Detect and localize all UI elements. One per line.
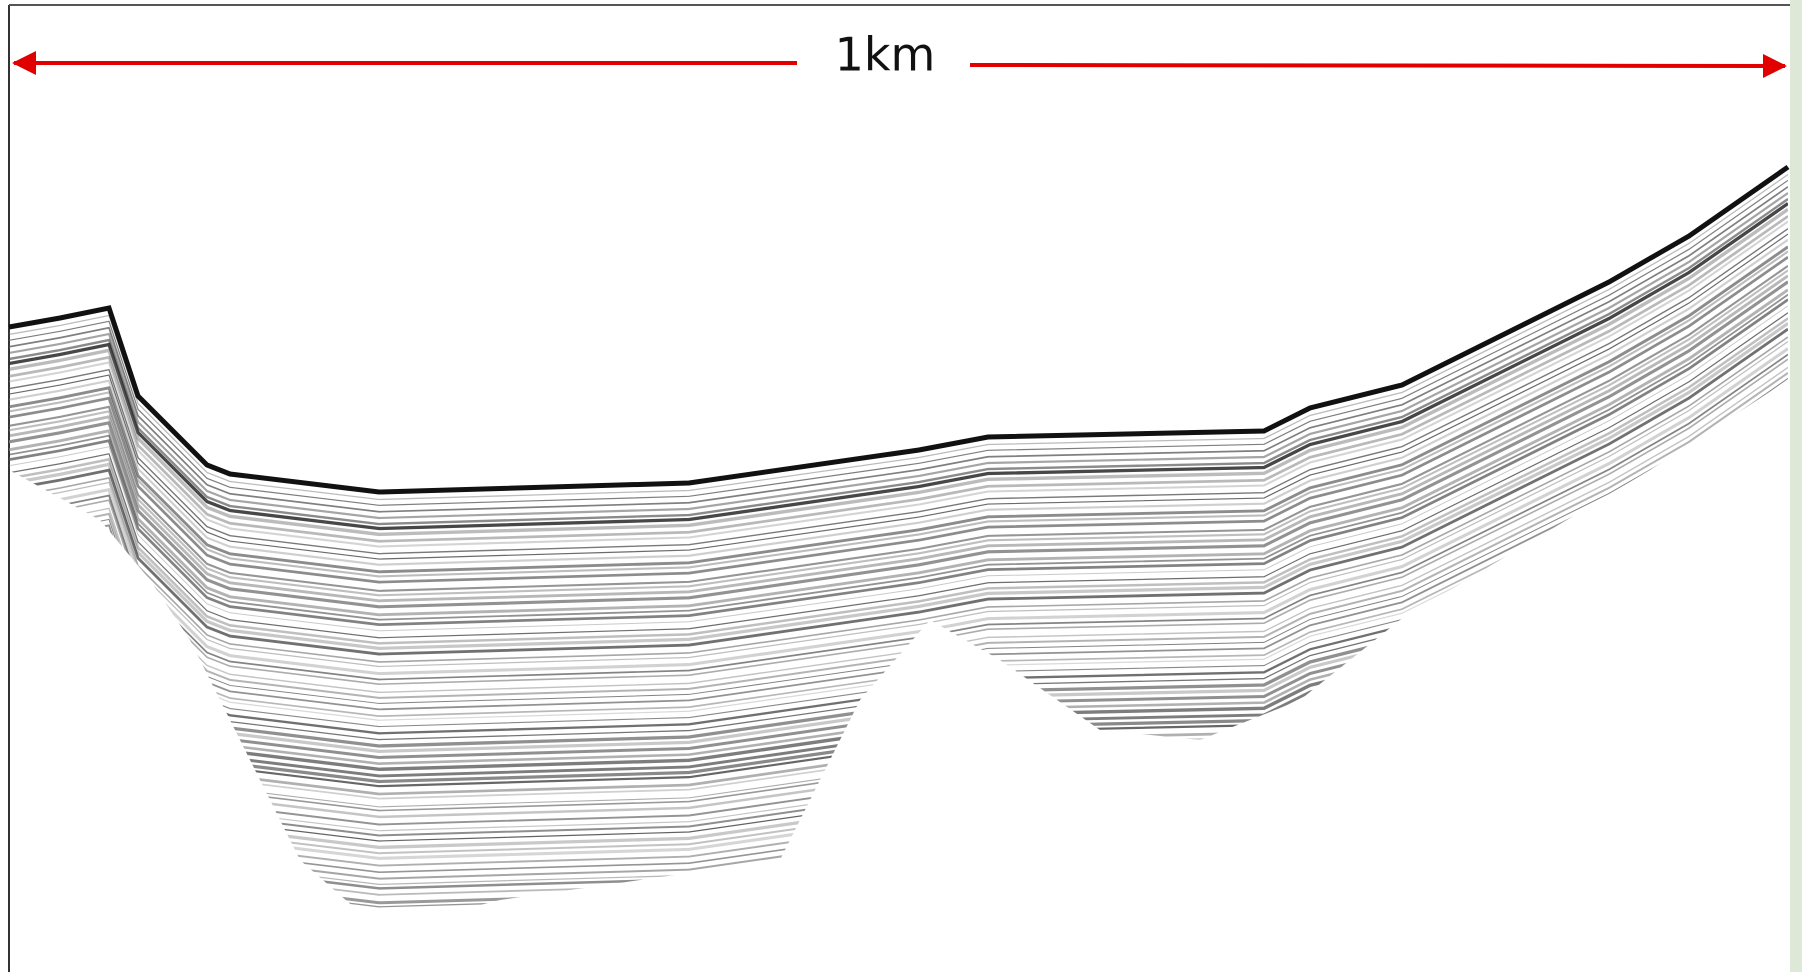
profile-figure: 1km [0,0,1802,972]
edge-strip [1790,0,1802,972]
scale-label: 1km [835,28,936,82]
page: 1km (() => { const data = JSON.parse(doc… [0,0,1802,972]
scale-arrow-right [970,65,1785,66]
